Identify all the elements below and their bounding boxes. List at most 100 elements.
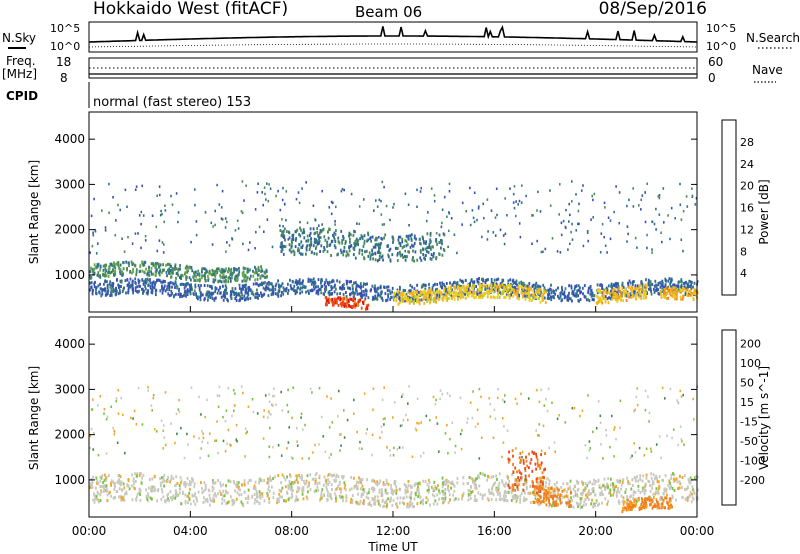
data-cell bbox=[153, 286, 156, 290]
scatter-cell bbox=[300, 412, 303, 415]
data-cell bbox=[292, 238, 295, 241]
data-cell bbox=[320, 281, 322, 285]
data-cell bbox=[135, 273, 138, 277]
scatter-cell bbox=[570, 230, 572, 234]
data-cell bbox=[410, 239, 413, 242]
data-cell bbox=[148, 273, 151, 277]
data-cell bbox=[440, 240, 442, 244]
data-cell bbox=[288, 479, 291, 483]
scatter-cell bbox=[404, 249, 406, 253]
data-cell bbox=[679, 295, 682, 299]
data-cell bbox=[294, 479, 297, 483]
data-cell bbox=[142, 263, 145, 267]
data-cell bbox=[626, 495, 628, 499]
data-cell bbox=[691, 496, 694, 500]
data-cell bbox=[671, 287, 673, 290]
data-cell bbox=[445, 294, 448, 298]
scatter-cell bbox=[127, 235, 129, 239]
data-cell bbox=[484, 292, 486, 296]
data-cell bbox=[235, 299, 238, 302]
scatter-cell bbox=[275, 194, 277, 198]
scatter-cell bbox=[226, 241, 228, 244]
data-cell bbox=[630, 295, 633, 299]
scatter-cell bbox=[200, 413, 202, 416]
data-cell bbox=[280, 284, 283, 288]
data-cell bbox=[147, 492, 149, 496]
data-cell bbox=[682, 294, 685, 298]
data-cell bbox=[153, 485, 156, 489]
scatter-cell bbox=[268, 411, 270, 415]
data-cell bbox=[120, 270, 123, 274]
data-cell bbox=[427, 291, 430, 295]
data-cell bbox=[305, 239, 308, 243]
data-cell bbox=[285, 286, 288, 290]
data-cell bbox=[598, 502, 600, 506]
data-cell bbox=[163, 484, 165, 488]
scatter-cell bbox=[640, 198, 642, 201]
data-cell bbox=[488, 491, 491, 495]
data-cell bbox=[399, 299, 401, 303]
data-cell bbox=[519, 500, 522, 504]
y-tick-label: 1000 bbox=[54, 268, 85, 282]
scatter-cell bbox=[234, 392, 236, 395]
scatter-cell bbox=[222, 415, 224, 419]
data-cell bbox=[481, 295, 484, 299]
data-cell bbox=[330, 285, 333, 288]
data-cell bbox=[668, 277, 671, 281]
data-cell bbox=[431, 286, 434, 290]
nsky-series-line bbox=[88, 25, 698, 43]
data-cell bbox=[655, 287, 658, 291]
data-cell bbox=[505, 292, 508, 296]
data-cell bbox=[203, 284, 206, 287]
data-cell bbox=[109, 490, 111, 494]
data-cell bbox=[348, 303, 350, 307]
data-cell bbox=[448, 296, 451, 300]
data-cell bbox=[196, 273, 199, 276]
data-cell bbox=[339, 480, 341, 484]
scatter-cell bbox=[321, 223, 323, 226]
data-cell bbox=[327, 283, 330, 287]
data-cell bbox=[375, 238, 378, 242]
data-cell bbox=[122, 261, 124, 265]
data-cell bbox=[637, 479, 639, 483]
data-cell bbox=[412, 256, 414, 260]
data-cell bbox=[576, 493, 578, 497]
data-cell bbox=[577, 294, 579, 298]
data-cell bbox=[490, 286, 493, 290]
data-cell bbox=[642, 283, 645, 287]
scatter-cell bbox=[296, 440, 298, 443]
scatter-cell bbox=[402, 393, 404, 396]
data-cell bbox=[354, 281, 357, 285]
data-cell bbox=[184, 271, 187, 275]
data-cell bbox=[150, 270, 152, 274]
data-cell bbox=[367, 496, 370, 500]
scatter-cell bbox=[117, 389, 120, 392]
data-cell bbox=[331, 474, 334, 478]
data-cell bbox=[436, 502, 439, 506]
data-cell bbox=[167, 268, 169, 272]
scatter-cell bbox=[227, 428, 230, 432]
scatter-cell bbox=[638, 446, 641, 450]
scatter-cell bbox=[187, 443, 189, 446]
scatter-cell bbox=[577, 222, 579, 226]
data-cell bbox=[675, 297, 678, 301]
data-cell bbox=[326, 281, 329, 284]
data-cell bbox=[95, 481, 98, 485]
data-cell bbox=[569, 487, 572, 491]
scatter-cell bbox=[680, 238, 683, 241]
data-cell bbox=[516, 497, 518, 501]
data-cell bbox=[103, 478, 106, 482]
scatter-cell bbox=[486, 198, 489, 201]
scatter-cell bbox=[682, 393, 684, 397]
data-cell bbox=[333, 231, 336, 235]
data-cell bbox=[90, 483, 93, 487]
scatter-cell bbox=[392, 206, 394, 209]
data-cell bbox=[287, 288, 290, 292]
data-cell bbox=[295, 289, 297, 293]
data-cell bbox=[345, 499, 348, 503]
data-cell bbox=[580, 480, 583, 484]
data-cell bbox=[669, 293, 672, 297]
scatter-cell bbox=[130, 416, 132, 420]
data-cell bbox=[324, 287, 326, 291]
data-cell bbox=[425, 253, 427, 257]
